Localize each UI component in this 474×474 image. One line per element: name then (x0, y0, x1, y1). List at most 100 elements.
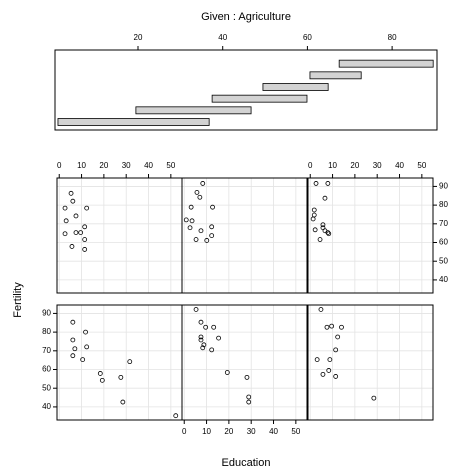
given-tick-label: 20 (134, 33, 143, 42)
x-tick-label: 50 (166, 161, 175, 170)
point (198, 337, 204, 343)
point (203, 324, 209, 330)
given-interval (57, 118, 210, 126)
point (78, 230, 84, 236)
y-tick-label: 40 (439, 275, 448, 284)
x-tick-label: 20 (224, 427, 233, 436)
point (118, 374, 124, 380)
x-tick-label: 0 (57, 161, 62, 170)
x-tick-label: 10 (328, 161, 337, 170)
x-tick-label: 30 (122, 161, 131, 170)
point (99, 377, 105, 383)
y-tick-label: 50 (42, 383, 51, 392)
point (62, 205, 68, 211)
point (371, 395, 377, 401)
y-axis-label: Fertility (12, 282, 24, 318)
point (84, 344, 90, 350)
y-tick-label: 90 (42, 309, 51, 318)
x-tick-label: 30 (373, 161, 382, 170)
x-tick-label: 0 (182, 427, 187, 436)
point (120, 399, 126, 405)
point (80, 357, 86, 363)
point (324, 324, 330, 330)
y-tick-label: 50 (439, 256, 448, 265)
point (188, 204, 194, 210)
y-tick-label: 90 (439, 182, 448, 191)
point (200, 345, 206, 351)
point (314, 357, 320, 363)
y-tick-label: 70 (439, 219, 448, 228)
point (68, 190, 74, 196)
point (317, 237, 323, 242)
point (97, 371, 103, 376)
y-tick-label: 80 (439, 200, 448, 209)
panel-frame (307, 177, 434, 294)
x-tick-label: 0 (308, 161, 313, 170)
point (69, 244, 75, 249)
panel-frame (181, 177, 308, 294)
given-interval (309, 71, 362, 80)
point (187, 225, 193, 231)
x-tick-label: 40 (269, 427, 278, 436)
point (216, 335, 222, 341)
given-interval (135, 106, 252, 115)
point (329, 323, 335, 329)
point (82, 224, 88, 230)
point (246, 399, 252, 405)
point (201, 342, 207, 348)
point (198, 334, 204, 340)
point (325, 230, 331, 236)
point (326, 231, 332, 237)
given-frame (54, 49, 438, 131)
point (173, 413, 179, 419)
point (183, 217, 189, 223)
point (197, 194, 203, 200)
point (312, 227, 318, 233)
point (327, 357, 333, 363)
point (318, 307, 324, 312)
point (209, 233, 215, 238)
point (70, 337, 76, 343)
x-tick-label: 10 (202, 427, 211, 436)
point (62, 231, 68, 237)
point (204, 238, 210, 243)
point (198, 228, 204, 234)
given-interval (211, 94, 308, 103)
x-tick-label: 30 (247, 427, 256, 436)
point (326, 368, 332, 373)
y-tick-label: 80 (42, 327, 51, 336)
point (320, 371, 326, 377)
point (335, 334, 341, 340)
point (189, 218, 195, 224)
x-axis-label: Education (222, 457, 271, 469)
point (73, 213, 79, 219)
point (82, 247, 88, 252)
x-tick-label: 50 (291, 427, 300, 436)
point (313, 181, 319, 186)
panel-frame (181, 304, 308, 421)
point (194, 189, 200, 195)
point (193, 307, 199, 312)
point (325, 181, 331, 186)
point (339, 324, 344, 330)
point (84, 205, 90, 211)
point (63, 218, 69, 224)
given-tick-label: 40 (218, 33, 227, 42)
point (210, 204, 215, 210)
point (73, 230, 79, 236)
point (127, 359, 133, 365)
x-tick-label: 10 (77, 161, 86, 170)
point (224, 370, 230, 375)
y-tick-label: 60 (439, 238, 448, 247)
point (70, 353, 76, 359)
point (70, 319, 76, 325)
point (209, 347, 215, 353)
point (211, 324, 217, 330)
given-tick-label: 80 (388, 33, 397, 42)
point (244, 374, 250, 380)
given-tick-label: 60 (303, 33, 312, 42)
point (246, 394, 252, 400)
y-tick-label: 40 (42, 402, 51, 411)
